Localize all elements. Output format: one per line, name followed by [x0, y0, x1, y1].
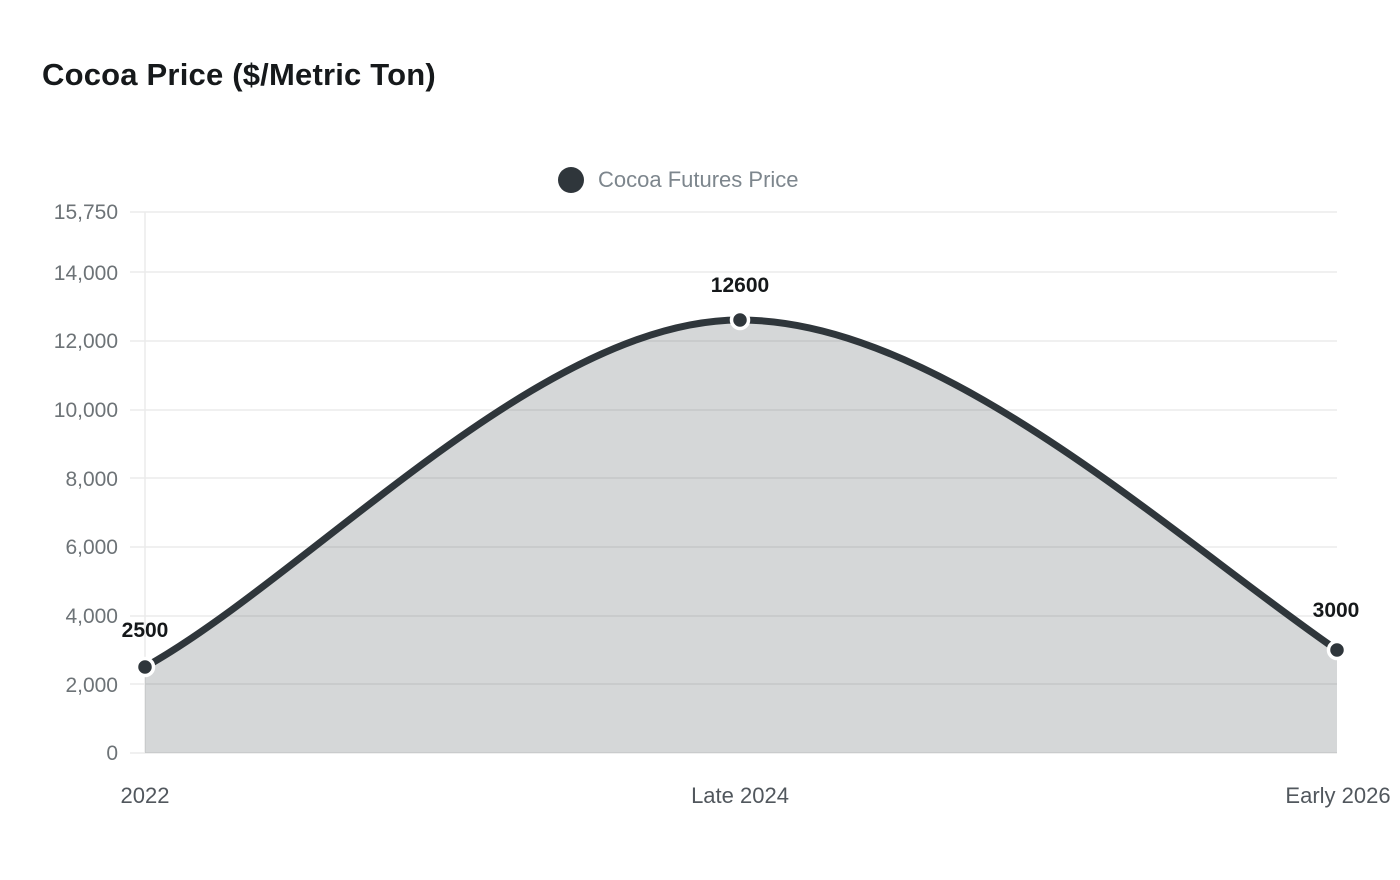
ytick-2000: 2,000 — [65, 674, 118, 697]
y-gridlines — [130, 211, 1337, 754]
data-label-2022: 2500 — [122, 619, 169, 642]
legend-item[interactable]: Cocoa Futures Price — [558, 167, 799, 193]
xtick-2022: 2022 — [121, 783, 170, 808]
ytick-12000: 12,000 — [54, 330, 118, 353]
marker-late-2024[interactable] — [729, 309, 751, 331]
data-labels: 2500 12600 3000 — [122, 274, 1360, 642]
data-label-late-2024: 12600 — [711, 274, 769, 297]
series-markers — [134, 309, 1348, 678]
ytick-10000: 10,000 — [54, 399, 118, 422]
marker-early-2026[interactable] — [1326, 639, 1348, 661]
chart-title: Cocoa Price ($/Metric Ton) — [42, 57, 436, 92]
ytick-4000: 4,000 — [65, 605, 118, 628]
xtick-early-2026: Early 2026 — [1285, 783, 1390, 808]
x-axis-labels: 2022 Late 2024 Early 2026 — [121, 783, 1391, 808]
area-fill — [145, 320, 1337, 753]
ytick-15750: 15,750 — [54, 201, 118, 224]
legend-circle-marker-icon — [558, 167, 584, 193]
legend-label: Cocoa Futures Price — [598, 167, 799, 192]
ytick-14000: 14,000 — [54, 262, 118, 285]
marker-2022[interactable] — [134, 656, 156, 678]
xtick-late-2024: Late 2024 — [691, 783, 789, 808]
ytick-6000: 6,000 — [65, 536, 118, 559]
data-label-early-2026: 3000 — [1313, 599, 1360, 622]
ytick-8000: 8,000 — [65, 468, 118, 491]
ytick-0: 0 — [106, 742, 118, 765]
y-axis-labels: 15,750 14,000 12,000 10,000 8,000 6,000 … — [54, 201, 118, 765]
